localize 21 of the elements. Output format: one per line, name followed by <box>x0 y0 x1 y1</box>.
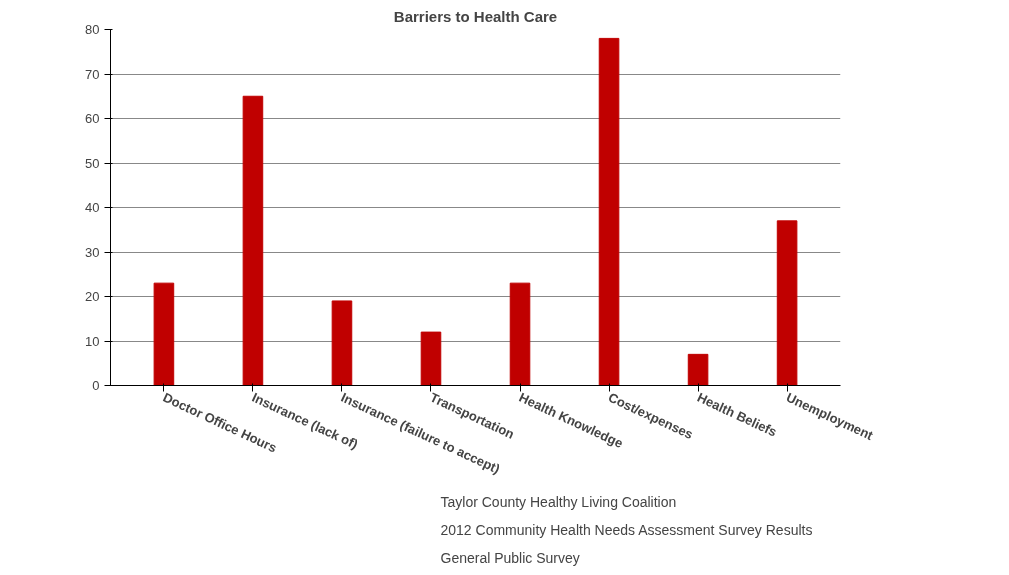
bar <box>509 282 531 386</box>
y-tick-label: 0 <box>92 378 100 393</box>
bar <box>242 95 264 386</box>
text: General Public Survey <box>440 549 580 566</box>
text: Taylor County Healthy Living Coalition <box>440 493 677 510</box>
y-tick-label: 20 <box>85 289 100 304</box>
bar <box>598 37 620 386</box>
y-tick-label: 40 <box>85 200 100 215</box>
y-tick-label: 30 <box>85 244 100 260</box>
bar <box>776 220 798 386</box>
y-tick-label: 80 <box>85 22 100 37</box>
y-tick-label: 70 <box>85 66 100 82</box>
y-tick-label: 60 <box>85 111 100 126</box>
bar <box>153 282 175 386</box>
y-tick-label: 50 <box>85 155 100 171</box>
text: 2012 Community Health Needs Assessment Survey Results <box>440 521 813 538</box>
bar <box>420 331 442 386</box>
bar <box>331 300 353 386</box>
y-tick-label: 10 <box>85 333 100 349</box>
bar <box>687 353 709 386</box>
chart-title: Barriers to Health Care <box>393 7 558 25</box>
